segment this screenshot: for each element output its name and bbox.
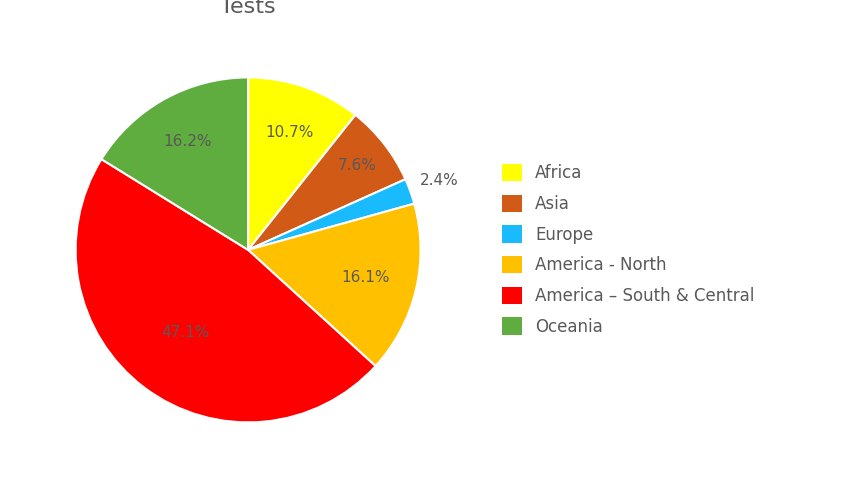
- Wedge shape: [102, 77, 248, 250]
- Text: 16.1%: 16.1%: [341, 270, 389, 285]
- Wedge shape: [76, 159, 376, 422]
- Wedge shape: [248, 179, 415, 250]
- Text: 2.4%: 2.4%: [420, 173, 459, 188]
- Text: 16.2%: 16.2%: [163, 134, 212, 149]
- Text: 47.1%: 47.1%: [161, 325, 210, 340]
- Title: Tests: Tests: [220, 0, 276, 18]
- Wedge shape: [248, 77, 356, 250]
- Text: 7.6%: 7.6%: [337, 158, 377, 173]
- Wedge shape: [248, 115, 405, 250]
- Wedge shape: [248, 204, 420, 366]
- Legend: Africa, Asia, Europe, America - North, America – South & Central, Oceania: Africa, Asia, Europe, America - North, A…: [494, 156, 763, 344]
- Text: 10.7%: 10.7%: [265, 125, 313, 140]
